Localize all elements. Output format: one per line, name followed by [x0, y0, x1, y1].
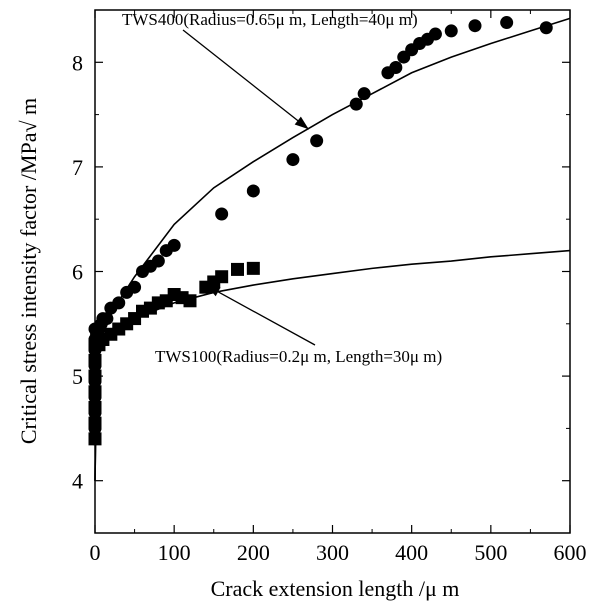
circle-point: [444, 24, 458, 38]
chart-marks: 0 100 200 300 400 500 600 4 5 6 7 8: [72, 9, 587, 565]
x-tick-label: 400: [395, 540, 428, 565]
x-tick-label: 200: [237, 540, 270, 565]
square-point: [183, 294, 197, 308]
annotation-arrow-tws400-head: [294, 116, 309, 130]
x-tick-label: 300: [316, 540, 349, 565]
square-point: [215, 270, 229, 284]
circle-point: [310, 134, 324, 148]
y-axis-title: Critical stress intensity factor /MPa√ m: [16, 98, 41, 444]
square-point: [88, 369, 102, 383]
circle-point: [128, 280, 142, 294]
x-tick-label: 100: [158, 540, 191, 565]
circle-point: [215, 207, 229, 221]
square-point: [88, 400, 102, 414]
circle-point: [468, 19, 482, 33]
circle-point: [246, 184, 260, 198]
circle-point: [286, 153, 300, 167]
circle-point: [389, 61, 403, 75]
annotation-arrow-tws400: [182, 29, 310, 130]
annotation-tws100: TWS100(Radius=0.2μ m, Length=30μ m): [155, 347, 442, 366]
square-point: [246, 261, 260, 275]
y-tick-label: 6: [72, 260, 83, 285]
x-tick-label: 500: [474, 540, 507, 565]
circle-point: [151, 254, 165, 268]
square-point: [88, 385, 102, 399]
x-tick-label: 600: [554, 540, 587, 565]
annotation-arrow-tws100: [205, 284, 316, 346]
x-tick-label: 0: [90, 540, 101, 565]
plot-frame: [94, 9, 571, 534]
circle-point: [167, 238, 181, 252]
y-tick-label: 8: [72, 50, 83, 75]
model-curve-2: [94, 17, 571, 481]
y-tick-label: 7: [72, 155, 83, 180]
annotation-arrow-tws100-head: [205, 285, 221, 297]
y-tick-label: 5: [72, 364, 83, 389]
model-curve-3: [94, 249, 571, 481]
annotation-tws400: TWS400(Radius=0.65μ m, Length=40μ m): [122, 10, 418, 29]
square-point: [231, 262, 244, 276]
y-tick-label: 4: [72, 469, 83, 494]
x-axis-title: Crack extension length /μ m: [211, 576, 460, 601]
circle-point: [428, 27, 442, 41]
circle-point: [500, 16, 514, 30]
